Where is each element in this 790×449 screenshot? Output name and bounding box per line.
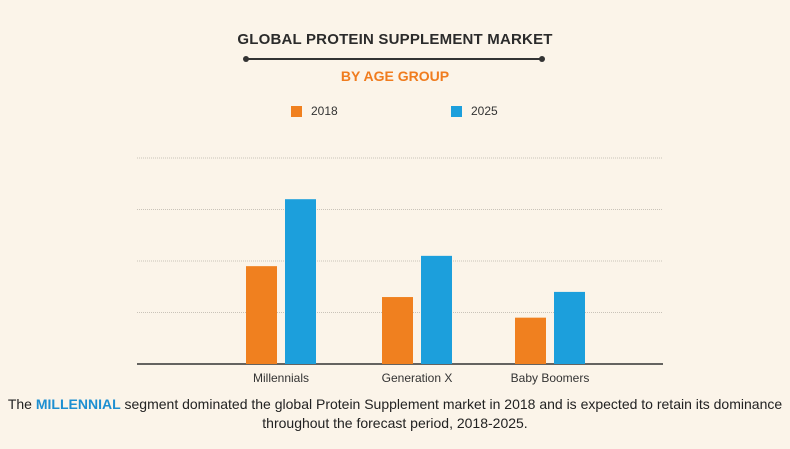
bar-generation-x-2025 [421,255,452,364]
title-divider [243,56,545,62]
chart-subtitle: BY AGE GROUP [340,68,450,84]
x-tick-label: Generation X [382,371,453,385]
caption-highlight: MILLENNIAL [35,396,121,412]
chart-caption: The MILLENNIAL segment dominated the glo… [0,395,790,433]
caption-text-start: The [7,396,36,412]
caption-text-end: segment dominated the global Protein Sup… [120,396,783,431]
legend-label-2025: 2025 [471,104,498,118]
bar-generation-x-2018 [382,297,413,364]
legend-swatch-2018 [291,105,302,117]
x-tick-label: Baby Boomers [511,371,590,385]
legend-label-2018: 2018 [311,104,338,118]
bar-baby-boomers-2018 [515,317,546,364]
legend-swatch-2025 [451,105,462,117]
bar-millennials-2025 [285,199,316,364]
chart-title: GLOBAL PROTEIN SUPPLEMENT MARKET [237,31,553,48]
legend-item-2018: 2018 [291,103,338,119]
legend-item-2025: 2025 [451,103,498,119]
bar-millennials-2018 [246,266,277,364]
x-tick-label: Millennials [253,371,309,385]
bar-baby-boomers-2025 [554,291,585,364]
